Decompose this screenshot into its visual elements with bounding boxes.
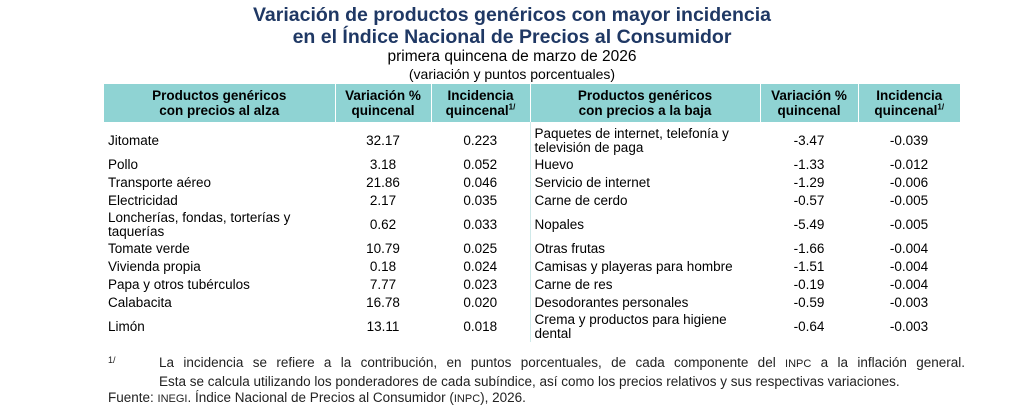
down-product-name: Crema y productos para higiene dental <box>529 312 760 342</box>
up-variation: 16.78 <box>366 295 400 310</box>
down-product-name: Otras frutas <box>529 240 760 258</box>
up-incidence: 0.025 <box>463 241 498 256</box>
up-incidence: 0.046 <box>463 175 498 190</box>
up-variation: 0.62 <box>369 217 397 232</box>
down-incidence: -0.004 <box>889 259 929 274</box>
up-product-name: Calabacita <box>108 295 172 310</box>
down-incidence: -0.004 <box>889 241 929 256</box>
footnote-text: La incidencia se refiere a la contribuci… <box>159 354 965 390</box>
down-incidence: -0.003 <box>889 319 929 334</box>
up-incidence: 0.052 <box>463 157 498 172</box>
down-product-name: Paquetes de internet, telefonía y televi… <box>529 122 760 156</box>
down-variation: -0.64 <box>793 319 825 334</box>
incidence-table: Productos genéricos con precios al alza V… <box>104 84 960 342</box>
down-incidence: -0.005 <box>889 193 929 208</box>
table-units: (variación y puntos porcentuales) <box>408 66 616 82</box>
down-product-name: Carne de res <box>529 276 760 294</box>
up-product-name: Papa y otros tubérculos <box>108 277 250 292</box>
up-incidence: 0.035 <box>463 193 498 208</box>
table-title-line1: Variación de productos genéricos con may… <box>253 4 771 26</box>
header-row: Productos genéricos con precios al alza V… <box>104 84 960 122</box>
down-product-name: Servicio de internet <box>529 174 760 192</box>
table-subtitle: primera quincena de marzo de 2026 <box>387 48 637 65</box>
up-variation: 32.17 <box>366 133 400 148</box>
down-variation: -1.66 <box>793 241 825 256</box>
up-product-name: Transporte aéreo <box>108 175 212 190</box>
up-incidence: 0.023 <box>463 277 498 292</box>
header-down-products: Productos genéricos con precios a la baja <box>529 84 760 122</box>
table-row: Vivienda propia 0.18 0.024 Camisas y pla… <box>104 258 960 276</box>
down-variation: -1.29 <box>793 175 825 190</box>
table-title-line2: en el Índice Nacional de Precios al Cons… <box>292 26 732 48</box>
table-row: Jitomate 32.17 0.223 Paquetes de interne… <box>104 122 960 156</box>
up-variation: 21.86 <box>366 175 400 190</box>
up-product-name: Electricidad <box>108 193 178 208</box>
table-row: Papa y otros tubérculos 7.77 0.023 Carne… <box>104 276 960 294</box>
up-incidence: 0.033 <box>463 217 498 232</box>
down-variation: -3.47 <box>793 133 825 148</box>
table-row: Calabacita 16.78 0.020 Desodorantes pers… <box>104 294 960 312</box>
down-variation: -0.59 <box>793 295 825 310</box>
up-variation: 0.18 <box>369 259 397 274</box>
down-variation: -0.19 <box>793 277 825 292</box>
down-incidence: -0.003 <box>889 295 929 310</box>
up-product-name: Pollo <box>108 157 139 172</box>
down-variation: -5.49 <box>793 217 825 232</box>
down-incidence: -0.004 <box>889 277 929 292</box>
table-row: Tomate verde 10.79 0.025 Otras frutas -1… <box>104 240 960 258</box>
footnote-mark: 1/ <box>108 355 116 365</box>
table-row: Transporte aéreo 21.86 0.046 Servicio de… <box>104 174 960 192</box>
down-product-name: Huevo <box>529 156 760 174</box>
header-up-variation: Variación % quincenal <box>334 84 431 122</box>
up-product-name: Loncherías, fondas, torterías y taquería… <box>108 210 291 239</box>
header-down-incidence: Incidencia quincenal1/ <box>857 84 960 122</box>
down-variation: -0.57 <box>793 193 825 208</box>
header-up-incidence: Incidencia quincenal1/ <box>430 84 530 122</box>
up-product-name: Vivienda propia <box>108 259 201 274</box>
down-variation: -1.33 <box>793 157 825 172</box>
header-up-products: Productos genéricos con precios al alza <box>104 84 335 122</box>
up-incidence: 0.020 <box>463 295 498 310</box>
table-row: Loncherías, fondas, torterías y taquería… <box>104 210 960 240</box>
up-incidence: 0.018 <box>463 319 498 334</box>
down-product-name: Camisas y playeras para hombre <box>529 258 760 276</box>
down-incidence: -0.012 <box>889 157 929 172</box>
table-row: Pollo 3.18 0.052 Huevo -1.33 -0.012 <box>104 156 960 174</box>
footnote-line2: Esta se calcula utilizando los ponderado… <box>159 374 900 389</box>
up-incidence: 0.024 <box>463 259 498 274</box>
header-down-variation: Variación % quincenal <box>759 84 858 122</box>
up-variation: 2.17 <box>369 193 397 208</box>
down-incidence: -0.005 <box>889 217 929 232</box>
up-variation: 7.77 <box>369 277 397 292</box>
up-product-name: Tomate verde <box>108 241 190 256</box>
down-product-name: Carne de cerdo <box>529 192 760 210</box>
down-incidence: -0.006 <box>889 175 929 190</box>
down-incidence: -0.039 <box>889 133 929 148</box>
footnote-line1: La incidencia se refiere a la contribuci… <box>159 355 965 370</box>
up-product-name: Limón <box>108 319 145 334</box>
up-variation: 10.79 <box>366 241 400 256</box>
up-incidence: 0.223 <box>463 133 498 148</box>
source-note: Fuente: INEGI. Índice Nacional de Precio… <box>108 390 526 405</box>
up-variation: 3.18 <box>369 157 397 172</box>
table-row: Electricidad 2.17 0.035 Carne de cerdo -… <box>104 192 960 210</box>
up-product-name: Jitomate <box>108 133 160 148</box>
down-variation: -1.51 <box>793 259 825 274</box>
table-row: Limón 13.11 0.018 Crema y productos para… <box>104 312 960 342</box>
up-variation: 13.11 <box>366 319 400 334</box>
down-product-name: Desodorantes personales <box>529 294 760 312</box>
down-product-name: Nopales <box>529 210 760 240</box>
